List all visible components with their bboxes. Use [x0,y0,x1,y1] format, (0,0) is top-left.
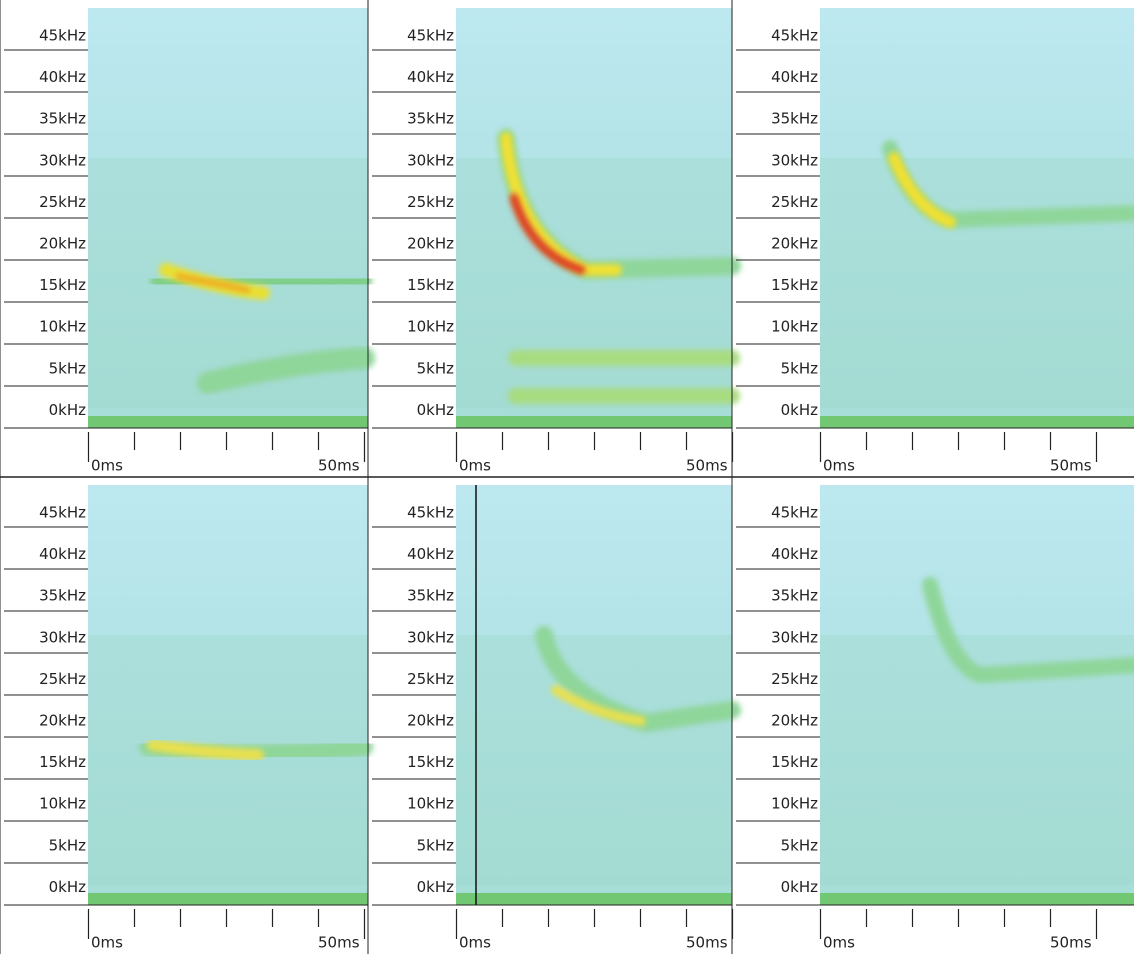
frequency-label: 35kHz [39,587,86,605]
frequency-label: 45kHz [407,504,454,522]
time-label: 50ms [1050,457,1092,475]
frequency-label: 40kHz [39,68,86,86]
spectrogram-image [456,485,732,905]
frequency-label: 0kHz [49,878,87,896]
frequency-label: 10kHz [771,795,818,813]
spectrogram-grid: 45kHz 40kHz 35kHz 30kHz 25kHz 20kHz 15kHz 10kHz… [0,0,1134,954]
frequency-label: 20kHz [771,235,818,253]
noise-band [820,158,1134,408]
frequency-label: 30kHz [407,628,454,646]
frequency-label: 25kHz [407,193,454,211]
spectrogram-panel: 45kHz 40kHz 35kHz 30kHz 25kHz 20kHz 15kHz 10kHz… [732,477,1134,954]
frequency-label: 20kHz [39,712,86,730]
frequency-label: 10kHz [39,795,86,813]
frequency-label: 0kHz [417,878,455,896]
frequency-label: 45kHz [771,27,818,45]
baseline-band [456,893,732,905]
frequency-label: 20kHz [771,712,818,730]
baseline-band [820,416,1134,428]
frequency-label: 35kHz [39,110,86,128]
frequency-label: 15kHz [771,753,818,771]
frequency-label: 15kHz [39,276,86,294]
frequency-label: 30kHz [771,628,818,646]
frequency-label: 5kHz [417,836,455,854]
frequency-label: 5kHz [417,359,455,377]
frequency-label: 35kHz [771,110,818,128]
spectrogram-image [88,485,368,905]
frequency-label: 40kHz [771,68,818,86]
frequency-label: 20kHz [407,235,454,253]
frequency-label: 35kHz [407,587,454,605]
frequency-label: 45kHz [39,27,86,45]
time-label: 50ms [318,934,360,952]
frequency-label: 25kHz [39,670,86,688]
frequency-label: 25kHz [771,670,818,688]
frequency-label: 30kHz [39,151,86,169]
frequency-label: 25kHz [39,193,86,211]
spectrogram-panel: 45kHz 40kHz 35kHz 30kHz 25kHz 20kHz 15kHz 10kHz… [368,477,733,954]
frequency-label: 20kHz [39,235,86,253]
spectrogram-image [456,8,732,428]
baseline-band [88,893,368,905]
frequency-label: 40kHz [771,545,818,563]
frequency-label: 35kHz [771,587,818,605]
spectrogram-image [820,485,1134,905]
frequency-label: 45kHz [771,504,818,522]
baseline-band [88,416,368,428]
frequency-label: 10kHz [407,318,454,336]
spectrogram-panel: 45kHz 40kHz 35kHz 30kHz 25kHz 20kHz 15kHz 10kHz… [0,477,368,954]
frequency-label: 25kHz [407,670,454,688]
frequency-label: 40kHz [407,545,454,563]
frequency-label: 10kHz [407,795,454,813]
time-label: 0ms [823,457,855,475]
frequency-label: 5kHz [49,359,87,377]
frequency-label: 45kHz [407,27,454,45]
frequency-label: 30kHz [407,151,454,169]
frequency-label: 10kHz [771,318,818,336]
baseline-band [456,416,732,428]
frequency-label: 10kHz [39,318,86,336]
spectrogram-panel: 45kHz 40kHz 35kHz 30kHz 25kHz 20kHz 15kHz 10kHz… [732,0,1134,477]
time-label: 0ms [823,934,855,952]
time-label: 0ms [459,457,491,475]
time-label: 0ms [91,934,123,952]
time-label: 50ms [318,457,360,475]
frequency-label: 0kHz [49,401,87,419]
frequency-label: 20kHz [407,712,454,730]
frequency-label: 15kHz [407,276,454,294]
frequency-label: 30kHz [39,628,86,646]
frequency-label: 15kHz [407,753,454,771]
frequency-label: 30kHz [771,151,818,169]
frequency-label: 40kHz [407,68,454,86]
frequency-label: 5kHz [49,836,87,854]
baseline-band [820,893,1134,905]
time-label: 50ms [1050,934,1092,952]
frequency-label: 25kHz [771,193,818,211]
spectrogram-panel: 45kHz 40kHz 35kHz 30kHz 25kHz 20kHz 15kHz 10kHz… [0,0,368,477]
frequency-label: 5kHz [781,836,819,854]
frequency-label: 40kHz [39,545,86,563]
frequency-label: 45kHz [39,504,86,522]
frequency-label: 35kHz [407,110,454,128]
time-label: 50ms [686,934,728,952]
time-label: 0ms [459,934,491,952]
spectrogram-panel: 45kHz 40kHz 35kHz 30kHz 25kHz 20kHz 15kHz 10kHz… [368,0,733,477]
frequency-label: 15kHz [39,753,86,771]
spectrogram-image [88,8,368,428]
frequency-label: 5kHz [781,359,819,377]
frequency-label: 15kHz [771,276,818,294]
spectrogram-image [820,8,1134,428]
frequency-label: 0kHz [417,401,455,419]
noise-band [456,635,732,885]
frequency-label: 0kHz [781,401,819,419]
frequency-label: 0kHz [781,878,819,896]
time-label: 0ms [91,457,123,475]
time-label: 50ms [686,457,728,475]
